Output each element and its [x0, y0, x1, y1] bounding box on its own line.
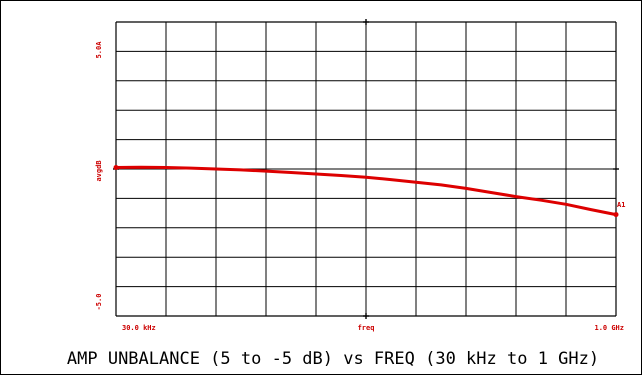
y-top-label: 5.0A	[95, 41, 103, 59]
series-end-marker	[613, 212, 619, 218]
x-end-label: 1.0 GHz	[594, 324, 624, 332]
x-axis-label: freq	[358, 324, 375, 332]
grid	[115, 21, 617, 317]
series-line	[114, 165, 618, 217]
x-start-label: 30.0 kHz	[122, 324, 156, 332]
y-axis-label: avgdB	[95, 160, 103, 181]
series-start-marker	[113, 165, 119, 171]
y-bottom-label: -5.0	[95, 294, 103, 311]
chart-title: AMP UNBALANCE (5 to -5 dB) vs FREQ (30 k…	[67, 349, 599, 369]
marker-label: A1	[617, 201, 625, 209]
